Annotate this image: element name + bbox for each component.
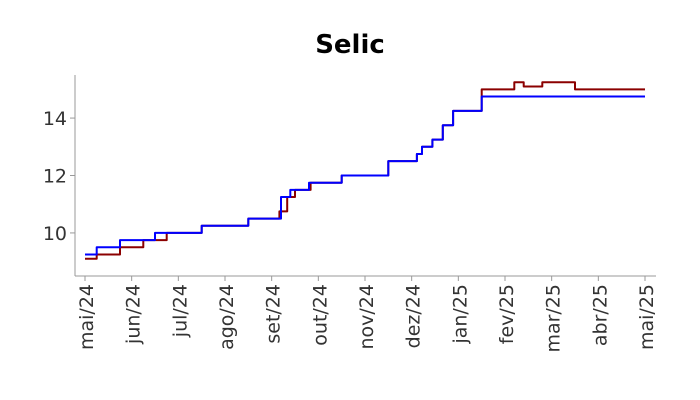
chart-title: Selic	[315, 30, 385, 60]
x-tick-label: nov/24	[356, 284, 378, 350]
x-tick-label: mar/25	[543, 284, 565, 353]
x-tick-label: fev/25	[496, 284, 518, 344]
series-lines	[85, 81, 645, 260]
series-line-2	[85, 95, 645, 256]
x-tick-label: mai/24	[76, 284, 98, 350]
x-tick-label: set/24	[263, 284, 285, 344]
x-tick-label: ago/24	[216, 284, 238, 350]
y-tick-label: 12	[43, 166, 67, 188]
x-tick-label: mai/25	[636, 284, 658, 350]
y-tick-label: 10	[43, 223, 67, 245]
x-tick-label: dez/24	[403, 284, 425, 348]
x-tick-label: abr/25	[589, 284, 611, 346]
ticks: 10 12 14 mai/24 jun/24 jul/24 ago/24 set/24 out/…	[43, 108, 658, 352]
x-tick-label: jun/24	[123, 284, 145, 345]
x-tick-label: jan/25	[449, 284, 471, 345]
y-tick-label: 14	[43, 108, 67, 130]
x-tick-label: jul/24	[169, 284, 191, 338]
x-tick-label: out/24	[309, 284, 331, 346]
